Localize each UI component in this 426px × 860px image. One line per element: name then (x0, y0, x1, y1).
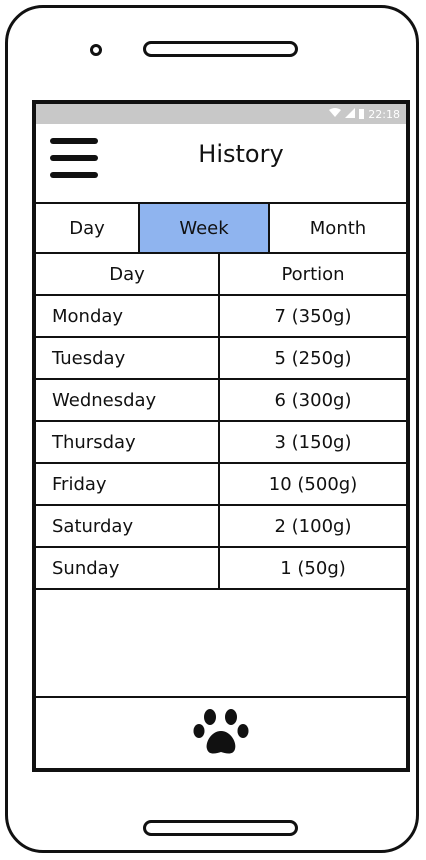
day-cell: Friday (36, 464, 220, 504)
page-title: History (198, 140, 284, 168)
portion-cell: 3 (150g) (274, 431, 352, 453)
portion-cell: 1 (50g) (280, 557, 346, 579)
day-cell: Thursday (36, 422, 220, 462)
table-row: Wednesday 6 (300g) (36, 380, 406, 422)
status-bar: 22:18 (36, 104, 406, 124)
signal-icon (345, 107, 356, 121)
portion-cell: 7 (350g) (274, 305, 352, 327)
column-header-portion: Portion (281, 263, 345, 285)
status-time: 22:18 (368, 107, 400, 121)
portion-cell: 5 (250g) (274, 347, 352, 369)
history-table: Day Portion Monday 7 (350g) Tuesday 5 (2… (36, 254, 406, 590)
table-row: Friday 10 (500g) (36, 464, 406, 506)
home-button[interactable] (143, 820, 298, 836)
column-header-day: Day (36, 254, 220, 294)
tab-month[interactable]: Month (309, 217, 367, 239)
tab-day[interactable]: Day (36, 204, 140, 252)
day-cell: Saturday (36, 506, 220, 546)
paw-icon[interactable] (193, 707, 249, 759)
day-cell: Wednesday (36, 380, 220, 420)
table-row: Saturday 2 (100g) (36, 506, 406, 548)
day-cell: Sunday (36, 548, 220, 588)
phone-frame: 22:18 History Day Week Month Day Portion… (5, 5, 419, 853)
table-row: Thursday 3 (150g) (36, 422, 406, 464)
battery-icon (359, 109, 365, 119)
app-bar: History (36, 124, 406, 202)
portion-cell: 10 (500g) (268, 473, 358, 495)
day-cell: Monday (36, 296, 220, 336)
hamburger-menu-icon[interactable] (50, 138, 98, 178)
tab-week[interactable]: Week (140, 204, 270, 252)
wifi-icon (329, 107, 342, 121)
table-header: Day Portion (36, 254, 406, 296)
camera (90, 44, 102, 56)
table-row: Tuesday 5 (250g) (36, 338, 406, 380)
bottom-bar (36, 696, 406, 768)
portion-cell: 6 (300g) (274, 389, 352, 411)
table-row: Monday 7 (350g) (36, 296, 406, 338)
day-cell: Tuesday (36, 338, 220, 378)
period-tabs: Day Week Month (36, 202, 406, 254)
speaker (143, 41, 298, 57)
table-row: Sunday 1 (50g) (36, 548, 406, 590)
screen: 22:18 History Day Week Month Day Portion… (32, 100, 410, 772)
portion-cell: 2 (100g) (274, 515, 352, 537)
